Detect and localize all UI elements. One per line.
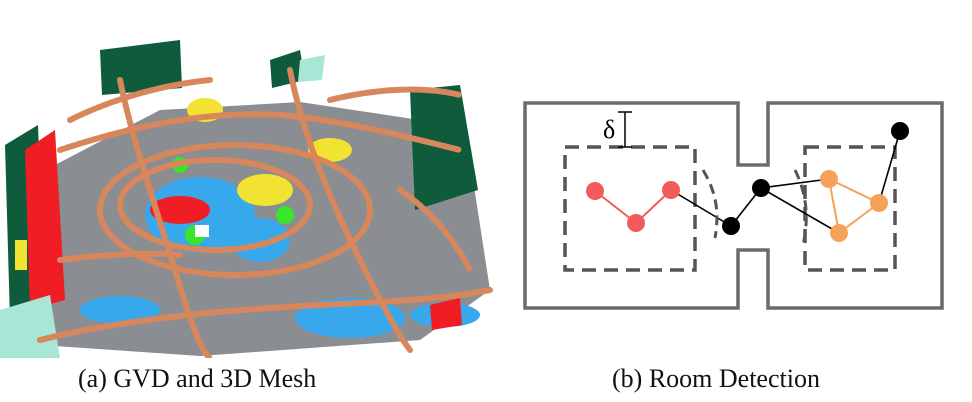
mesh-lime-2 (276, 206, 294, 224)
junction-node-2 (752, 179, 770, 197)
junction-node-1 (722, 217, 740, 235)
room-right-node-1 (820, 170, 838, 188)
room-left-node-3 (662, 181, 680, 199)
gvd-paths (37, 67, 493, 358)
caption-gvd-mesh: (a) GVD and 3D Mesh (78, 364, 317, 393)
room-detection-diagram: δ (523, 101, 944, 310)
mesh-yellow-marker (15, 240, 27, 270)
junction-node-3 (891, 122, 909, 140)
room-left-node-1 (586, 182, 604, 200)
mesh-blue-right (230, 218, 290, 262)
delta-label: δ (603, 115, 615, 144)
mesh-white-patch-1 (195, 225, 209, 237)
graph-edges (670, 130, 901, 234)
caption-room-detection: (b) Room Detection (612, 364, 820, 393)
room-boundary-left (563, 145, 697, 272)
gvd-mesh-image (0, 40, 493, 358)
doorway-cut-left (701, 169, 719, 239)
mesh-blue-bottomleft (80, 296, 160, 324)
mesh-red-center (150, 196, 210, 224)
mesh-yellow-center (237, 174, 293, 206)
mesh-blue-bottomright (295, 298, 405, 338)
floorplan-outline (523, 101, 944, 310)
mesh-mint-bottom (0, 295, 60, 358)
mesh-mint-topright (298, 55, 325, 82)
mesh-red-left (25, 130, 65, 310)
doorway-cut-right (793, 169, 808, 246)
mesh-red-bottomright (430, 298, 462, 330)
room-right-node-2 (870, 194, 888, 212)
room-right-node-3 (830, 224, 848, 242)
mesh-white-patch-2 (130, 100, 146, 110)
room-left-node-2 (627, 214, 645, 232)
